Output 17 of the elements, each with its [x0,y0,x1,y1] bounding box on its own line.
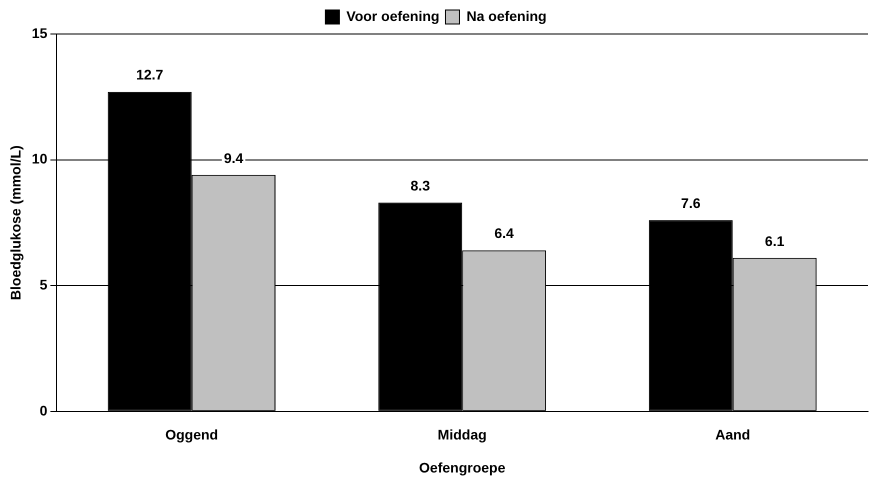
y-axis-title: Bloedglukose (mmol/L) [7,145,24,300]
legend-label: Voor oefening [346,8,440,24]
y-tick-label: 15 [32,24,48,41]
x-axis-title: Oefengroepe [419,459,506,476]
legend-label: Na oefening [466,8,547,24]
data-label: 12.7 [136,66,164,83]
x-tick-label: Aand [715,426,750,443]
y-tick-label: 5 [40,276,48,292]
y-tick-label: 0 [40,402,48,418]
data-label: 7.6 [681,195,701,212]
data-label: 6.4 [494,225,514,242]
y-tick-label: 10 [32,150,48,167]
x-tick-label: Middag [438,426,487,443]
data-label: 9.4 [224,150,244,166]
x-tick-label: Oggend [165,426,218,443]
data-label: 6.1 [764,232,785,249]
data-label: 8.3 [410,177,430,194]
